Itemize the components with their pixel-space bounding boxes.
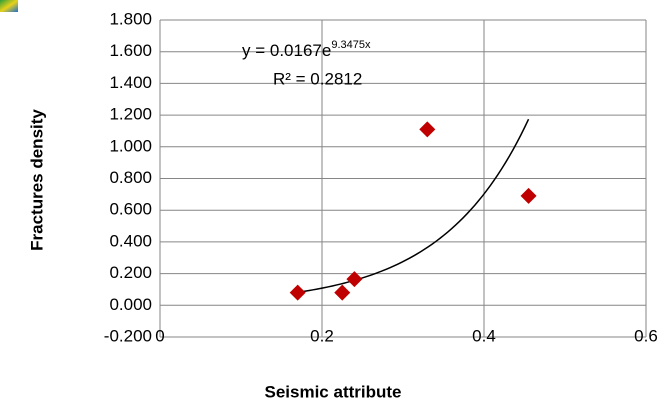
y-tick-label: 0.600 (109, 200, 152, 219)
y-tick-label: 1.800 (109, 9, 152, 28)
y-tick-label: -0.200 (104, 326, 152, 345)
r-squared: R² = 0.2812 (273, 69, 362, 88)
x-tick-label: 0.4 (472, 326, 496, 345)
data-point (334, 284, 351, 301)
x-tick-label: 0 (155, 326, 164, 345)
y-tick-label: 1.400 (109, 73, 152, 92)
trendline-equation: y = 0.0167e9.3475x (242, 39, 371, 61)
y-tick-label: 0.800 (109, 168, 152, 187)
y-axis-title: Fractures density (27, 109, 46, 251)
trendline (297, 118, 530, 294)
corner-icon (0, 0, 18, 12)
x-tick-label: 0.6 (634, 326, 658, 345)
y-tick-label: 0.400 (109, 231, 152, 250)
data-point (346, 271, 363, 288)
x-tick-label: 0.2 (310, 326, 334, 345)
y-tick-label: 1.600 (109, 41, 152, 60)
equation-exponent: 9.3475x (331, 39, 371, 51)
data-point (520, 187, 537, 204)
y-tick-label: 1.200 (109, 105, 152, 124)
y-tick-label: 0.200 (109, 263, 152, 282)
x-axis-title: Seismic attribute (265, 382, 402, 401)
y-tick-label: 0.000 (109, 295, 152, 314)
data-point (289, 284, 306, 301)
data-point (419, 121, 436, 138)
equation-base: y = 0.0167e (242, 41, 331, 60)
y-tick-label: 1.000 (109, 136, 152, 155)
